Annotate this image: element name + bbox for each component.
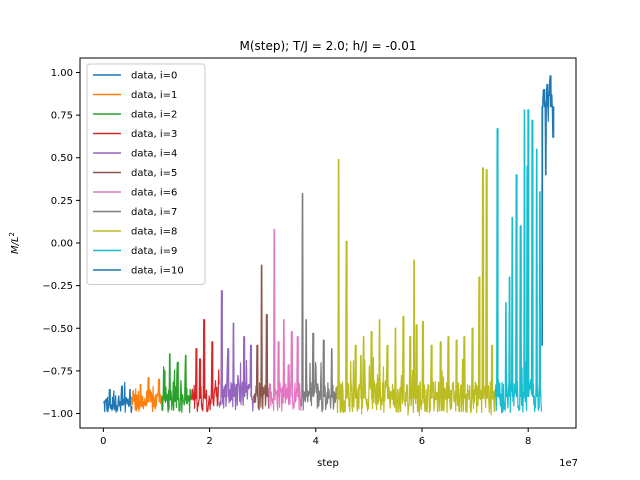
x-axis: 0 2 4 6 8 (100, 428, 531, 447)
y-tick-label-0: −1.00 (42, 409, 73, 420)
y-tick-label-5: 0.25 (51, 196, 73, 207)
series-line-3 (190, 319, 220, 413)
x-tick-label-1: 2 (206, 436, 212, 447)
legend-entry-7: data, i=7 (131, 207, 177, 218)
x-axis-label: step (317, 458, 339, 469)
legend-entry-4: data, i=4 (131, 149, 177, 160)
legend-entry-3: data, i=3 (131, 129, 177, 140)
legend-box (86, 63, 206, 285)
series-line-2 (161, 353, 192, 414)
x-tick-label-0: 0 (100, 436, 106, 447)
x-tick-label-2: 4 (313, 436, 319, 447)
legend-entry-5: data, i=5 (131, 168, 177, 179)
y-axis-label-exponent: 2 (8, 232, 16, 236)
y-axis-label-base: M/L (10, 236, 21, 254)
y-tick-label-6: 0.50 (51, 153, 73, 164)
x-offset-text: 1e7 (559, 458, 578, 469)
series-line-1 (131, 377, 163, 413)
y-tick-label-2: −0.50 (42, 324, 73, 335)
series-line-9 (494, 109, 543, 414)
x-tick-label-3: 6 (419, 436, 425, 447)
legend-entry-1: data, i=1 (131, 90, 177, 101)
series-line-10 (541, 75, 555, 346)
legend-entry-9: data, i=9 (131, 246, 177, 257)
plot-area (102, 75, 555, 417)
y-tick-label-8: 1.00 (51, 68, 73, 79)
x-tick-label-4: 8 (525, 436, 531, 447)
y-axis-label: M/L2 (8, 232, 21, 254)
legend-entry-2: data, i=2 (131, 110, 177, 121)
y-tick-label-1: −0.75 (42, 366, 73, 377)
series-line-6 (268, 228, 302, 412)
series-line-7 (300, 192, 338, 413)
series-line-4 (218, 290, 255, 412)
legend-entry-6: data, i=6 (131, 188, 177, 199)
y-axis: −1.00 −0.75 −0.50 −0.25 0.00 0.25 0.50 0.75 1.00 (42, 68, 80, 420)
y-tick-label-3: −0.25 (42, 281, 73, 292)
y-tick-label-4: 0.00 (51, 239, 73, 250)
y-tick-label-7: 0.75 (51, 111, 73, 122)
chart-title: M(step); T/J = 2.0; h/J = -0.01 (240, 39, 417, 53)
legend-entry-0: data, i=0 (131, 71, 177, 82)
series-line-0 (102, 381, 133, 414)
series-line-8 (336, 158, 496, 417)
legend-entry-8: data, i=8 (131, 227, 177, 238)
legend-entry-10: data, i=10 (131, 266, 184, 277)
legend: data, i=0 data, i=1 data, i=2 data, i=3 data… (86, 63, 206, 285)
series-line-5 (253, 264, 270, 411)
plot-frame (79, 57, 577, 429)
